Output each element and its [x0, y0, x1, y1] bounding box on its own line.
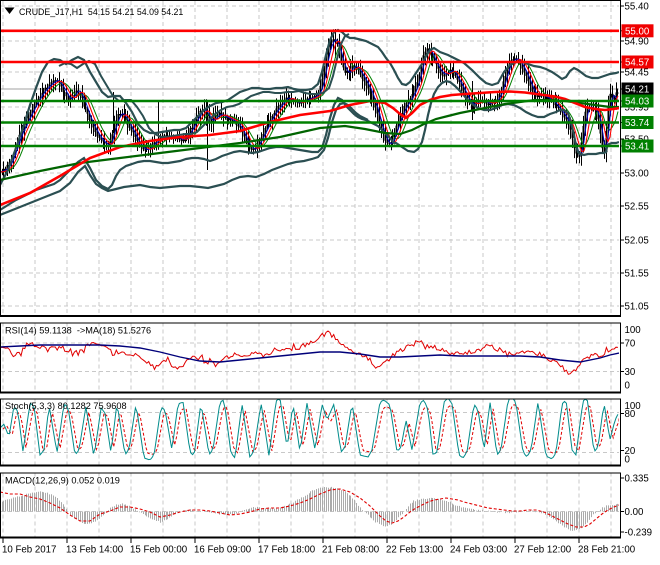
- svg-text:27 Feb 12:00: 27 Feb 12:00: [514, 545, 572, 556]
- svg-text:30: 30: [625, 367, 636, 378]
- svg-text:55.40: 55.40: [625, 1, 650, 12]
- svg-text:80: 80: [625, 409, 636, 420]
- svg-text:51.05: 51.05: [625, 301, 649, 312]
- svg-text:15 Feb 00:00: 15 Feb 00:00: [130, 545, 188, 556]
- svg-text:52.05: 52.05: [625, 235, 649, 246]
- svg-text:0: 0: [625, 380, 631, 391]
- svg-text:17 Feb 18:00: 17 Feb 18:00: [258, 545, 316, 556]
- svg-text:53.74: 53.74: [625, 118, 650, 129]
- svg-text:52.55: 52.55: [625, 201, 649, 212]
- svg-text:0.335: 0.335: [625, 473, 649, 484]
- svg-text:CRUDE_J17,H1 54.15 54.21 54.0: CRUDE_J17,H1 54.15 54.21 54.09 54.21: [19, 7, 183, 17]
- svg-text:13 Feb 14:00: 13 Feb 14:00: [66, 545, 124, 556]
- svg-text:28 Feb 21:00: 28 Feb 21:00: [578, 545, 636, 556]
- svg-text:10 Feb 2017: 10 Feb 2017: [2, 545, 56, 556]
- svg-text:RSI(14) 59.1138 ->MA(18) 51.5: RSI(14) 59.1138 ->MA(18) 51.5276: [5, 326, 151, 336]
- svg-text:54.57: 54.57: [625, 58, 649, 69]
- svg-text:51.55: 51.55: [625, 268, 649, 279]
- svg-text:54.03: 54.03: [625, 97, 649, 108]
- svg-text:0.00: 0.00: [625, 507, 644, 518]
- svg-text:70: 70: [625, 338, 636, 349]
- svg-text:0: 0: [625, 454, 631, 465]
- svg-text:Stoch(5,3,3) 80.1282 75.9608: Stoch(5,3,3) 80.1282 75.9608: [5, 401, 127, 411]
- svg-text:55.00: 55.00: [625, 26, 650, 37]
- svg-text:21 Feb 08:00: 21 Feb 08:00: [322, 545, 380, 556]
- svg-text:24 Feb 03:00: 24 Feb 03:00: [450, 545, 508, 556]
- svg-text:54.21: 54.21: [625, 85, 649, 96]
- svg-text:100: 100: [625, 325, 642, 336]
- svg-text:54.90: 54.90: [625, 36, 650, 47]
- svg-text:-0.239: -0.239: [625, 527, 652, 538]
- svg-text:53.00: 53.00: [625, 168, 650, 179]
- svg-text:53.41: 53.41: [625, 142, 649, 153]
- svg-text:16 Feb 09:00: 16 Feb 09:00: [194, 545, 252, 556]
- svg-text:54.45: 54.45: [625, 67, 649, 78]
- svg-text:22 Feb 13:00: 22 Feb 13:00: [386, 545, 444, 556]
- svg-text:20: 20: [625, 446, 636, 457]
- svg-text:MACD(12,26,9) 0.052 0.019: MACD(12,26,9) 0.052 0.019: [5, 476, 120, 486]
- svg-text:53.95: 53.95: [625, 102, 649, 113]
- svg-text:100: 100: [625, 401, 642, 412]
